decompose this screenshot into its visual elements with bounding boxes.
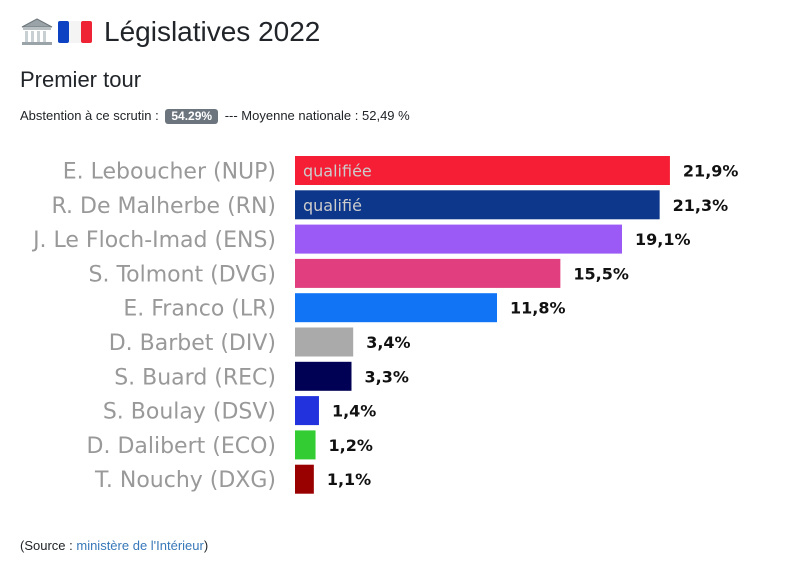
abstention-label: Abstention à ce scrutin : (20, 108, 159, 123)
source-line: (Source : ministère de l'Intérieur) (20, 537, 208, 555)
bar (295, 293, 498, 323)
value-label: 1,2% (329, 436, 373, 455)
bar (295, 190, 660, 220)
value-label: 1,1% (327, 470, 371, 489)
value-label: 21,3% (673, 196, 729, 215)
national-average: --- Moyenne nationale : 52,49 % (224, 108, 410, 123)
round-subtitle: Premier tour (20, 67, 142, 92)
title-emojis (20, 17, 96, 47)
category-label: J. Le Floch-Imad (ENS) (31, 228, 276, 253)
value-label: 15,5% (573, 264, 629, 283)
abstention-line: Abstention à ce scrutin : 54.29% --- Moy… (20, 107, 410, 125)
category-label: S. Boulay (DSV) (103, 400, 276, 425)
category-label: D. Barbet (DIV) (109, 331, 276, 356)
results-bar-chart: E. Leboucher (NUP) qualifiée 21,9% R. De Ma… (31, 156, 739, 494)
bar (295, 327, 354, 357)
page-title: Législatives 2022 (20, 14, 320, 50)
value-label: 21,9% (683, 162, 739, 181)
bar-annotation: qualifié (303, 196, 362, 215)
category-label: R. De Malherbe (RN) (52, 194, 276, 219)
source-prefix: (Source : (20, 538, 77, 553)
category-label: S. Tolmont (DVG) (89, 262, 277, 287)
source-link[interactable]: ministère de l'Intérieur (76, 538, 204, 553)
abstention-badge: 54.29% (165, 109, 219, 124)
bar (295, 224, 622, 254)
bar (295, 464, 314, 494)
category-label: S. Buard (REC) (114, 365, 276, 390)
category-label: T. Nouchy (DXG) (94, 468, 276, 493)
france-flag-icon (58, 21, 92, 43)
value-label: 11,8% (510, 299, 566, 318)
bar (295, 258, 561, 288)
title-text: Législatives 2022 (104, 16, 321, 47)
bar (295, 156, 670, 185)
value-label: 3,3% (364, 367, 408, 386)
category-label: D. Dalibert (ECO) (87, 434, 276, 459)
bar (295, 361, 352, 391)
value-label: 1,4% (332, 402, 376, 421)
bar (295, 430, 316, 460)
value-label: 3,4% (366, 333, 410, 352)
category-label: E. Leboucher (NUP) (63, 160, 276, 185)
source-suffix: ) (203, 538, 209, 553)
classical-building-icon (21, 18, 53, 45)
bar-annotation: qualifiée (303, 162, 372, 181)
bar (295, 396, 319, 426)
value-label: 19,1% (635, 230, 691, 249)
category-label: E. Franco (LR) (123, 297, 276, 322)
